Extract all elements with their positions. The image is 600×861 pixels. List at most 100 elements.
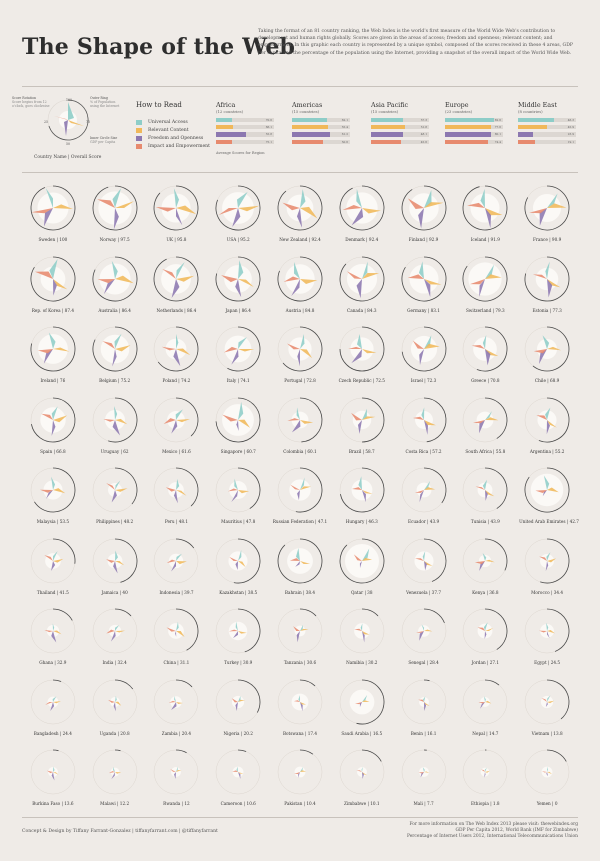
- country-glyph: Mexico | 61.6: [148, 394, 204, 462]
- internet-arc: [339, 326, 385, 372]
- region-bar-value: 48.1: [420, 132, 427, 137]
- internet-arc: [485, 608, 508, 650]
- petal-content: [547, 771, 553, 775]
- country-glyph: Portugal | 72.8: [272, 323, 328, 391]
- how-to-read-title: How to Read: [136, 101, 182, 109]
- glyph-svg: [277, 679, 323, 724]
- petal-access: [114, 550, 118, 561]
- country-glyph: Ethiopia | 1.8: [457, 746, 513, 814]
- country-label: Egypt | 24.5: [534, 660, 561, 665]
- region-bar: 19.1: [518, 139, 576, 146]
- region-bar-fill: [445, 118, 494, 123]
- region-bar: 82.6: [445, 117, 503, 124]
- petal-access: [298, 694, 300, 702]
- internet-arc: [299, 749, 314, 755]
- country-glyph: Indonesia | 39.7: [148, 535, 204, 603]
- internet-arc: [361, 397, 385, 442]
- country-label: Botswana | 17.4: [282, 730, 318, 736]
- glyph-svg: [215, 538, 261, 583]
- internet-arc: [154, 185, 199, 231]
- internet-arc: [339, 256, 385, 301]
- country-glyph: Cameroon | 10.6: [210, 746, 266, 814]
- country-glyph: Jordan | 27.1: [457, 605, 513, 673]
- region-bar: 74.4: [445, 139, 503, 146]
- petal-freedom: [295, 560, 300, 567]
- internet-arc: [299, 679, 316, 686]
- petal-access: [52, 695, 57, 702]
- legend-swatch: [136, 144, 142, 150]
- petal-impact: [37, 349, 53, 354]
- country-label: Switzerland | 79.3: [465, 307, 505, 313]
- petal-content: [176, 275, 195, 282]
- region-bar-track: [216, 118, 274, 123]
- petal-impact: [282, 202, 300, 211]
- internet-arc: [234, 538, 261, 583]
- glyph-svg: [154, 538, 199, 583]
- country-glyph: Australia | 86.4: [87, 253, 143, 321]
- divider: [22, 86, 578, 87]
- petal-access: [295, 547, 300, 561]
- internet-arc: [485, 679, 500, 685]
- internet-arc: [92, 256, 138, 301]
- region-bar-value: 61.2: [341, 132, 348, 137]
- region-bar: 48.1: [371, 131, 429, 138]
- petal-impact: [232, 697, 239, 702]
- petal-access: [420, 406, 424, 420]
- petal-impact: [351, 487, 362, 490]
- petal-freedom: [361, 490, 366, 503]
- region-bar-fill: [292, 125, 328, 130]
- country-label: Tanzania | 30.6: [283, 660, 317, 665]
- internet-arc: [401, 256, 446, 301]
- petal-content: [114, 701, 121, 706]
- petal-access: [237, 191, 248, 208]
- country-glyph: Namibia | 30.2: [334, 605, 390, 673]
- country-glyph: Colombia | 60.1: [272, 394, 328, 462]
- glyph-svg: [401, 326, 446, 372]
- country-glyph: Mali | 7.7: [396, 746, 452, 814]
- internet-arc: [33, 467, 76, 513]
- petal-access: [174, 695, 177, 702]
- country-label: Qatar | 38: [351, 589, 373, 595]
- region-bar-value: 82.6: [494, 118, 501, 122]
- region-bar-fill: [518, 125, 547, 130]
- petal-impact: [289, 557, 300, 561]
- country-glyph: Kazakhstan | 38.5: [210, 535, 266, 603]
- country-label: Austria | 84.8: [285, 307, 315, 313]
- petal-freedom: [50, 560, 55, 571]
- country-label: Senegal | 28.4: [408, 660, 439, 665]
- key-caption: Country Name | Overall Score: [34, 155, 102, 160]
- country-label: Finland | 92.9: [408, 237, 439, 242]
- region-bar-value: 75.1: [265, 139, 272, 144]
- petal-freedom: [175, 631, 177, 637]
- internet-arc: [92, 326, 138, 372]
- glyph-svg: [277, 608, 323, 654]
- glyph-svg: [339, 326, 385, 372]
- internet-arc: [423, 679, 430, 681]
- glyph-svg: [277, 397, 323, 442]
- country-glyph: Philippines | 48.2: [87, 464, 143, 532]
- country-label: France | 90.9: [532, 237, 562, 242]
- glyph-svg: [339, 679, 385, 724]
- country-glyph: Poland | 74.2: [148, 323, 204, 391]
- country-label: Mali | 7.7: [413, 801, 434, 806]
- petal-content: [547, 278, 561, 287]
- region-count: (23 countries): [445, 109, 473, 114]
- petal-access: [483, 479, 488, 490]
- petal-freedom: [235, 701, 239, 711]
- legend-item-freedom: Freedom and Openness: [136, 134, 210, 142]
- region-bar-fill: [216, 139, 232, 144]
- internet-arc: [30, 397, 76, 442]
- country-glyph: Rep. of Korea | 87.4: [25, 253, 81, 321]
- region-bar-value: 55.4: [341, 125, 348, 130]
- region-3: Europe (23 countries) 82.6 77.6 80.1 74.4: [445, 101, 503, 146]
- internet-arc: [114, 538, 138, 583]
- country-glyph: Spain | 66.8: [25, 394, 81, 462]
- region-count: (8 countries): [518, 109, 543, 114]
- legend-label: Freedom and Openness: [148, 135, 204, 141]
- internet-arc: [30, 185, 76, 231]
- petal-freedom: [291, 419, 301, 432]
- country-glyph: Tunisia | 43.9: [457, 464, 513, 532]
- country-label: India | 32.4: [102, 660, 127, 665]
- internet-arc: [277, 185, 323, 231]
- legend: Universal Access Relevant Content Freedo…: [136, 118, 210, 151]
